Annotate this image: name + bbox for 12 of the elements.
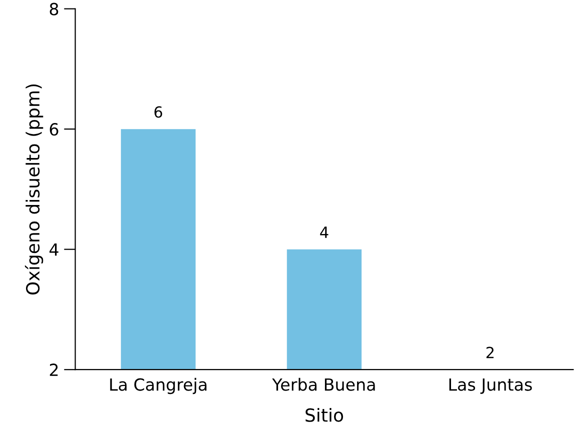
x-tick-label: Yerba Buena	[272, 378, 375, 391]
y-axis-title: Oxígeno disuelto (ppm)	[24, 84, 44, 295]
y-tick-label: 4	[50, 244, 58, 256]
data-label: 2	[486, 346, 494, 358]
x-axis-title: Sitio	[306, 408, 344, 422]
y-tick-label: 2	[50, 364, 58, 376]
x-tick-label: La Cangreja	[110, 378, 206, 394]
y-tick-label: 8	[50, 2, 58, 16]
x-tick-label: Las Juntas	[449, 378, 532, 394]
data-label: 6	[154, 106, 162, 118]
y-tick-label: 6	[50, 123, 58, 136]
data-label: 4	[320, 226, 328, 238]
